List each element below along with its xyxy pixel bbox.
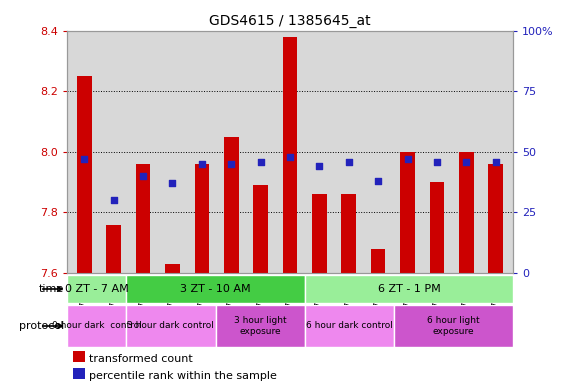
Bar xyxy=(67,305,126,347)
Text: protocol: protocol xyxy=(19,321,64,331)
Point xyxy=(256,159,265,165)
Bar xyxy=(67,275,126,303)
Bar xyxy=(253,185,268,273)
Bar xyxy=(194,164,209,273)
Point xyxy=(227,161,236,167)
Point xyxy=(462,159,471,165)
Bar xyxy=(224,137,238,273)
Point xyxy=(197,161,206,167)
Point xyxy=(315,163,324,169)
Point xyxy=(139,173,148,179)
Bar xyxy=(430,182,444,273)
Bar xyxy=(106,225,121,273)
Point xyxy=(79,156,89,162)
Text: 6 hour dark control: 6 hour dark control xyxy=(306,321,393,331)
Bar xyxy=(216,305,305,347)
Bar xyxy=(77,76,92,273)
Point xyxy=(168,180,177,186)
Text: time: time xyxy=(38,284,64,294)
Point xyxy=(344,159,353,165)
Text: 6 hour light
exposure: 6 hour light exposure xyxy=(427,316,480,336)
Text: percentile rank within the sample: percentile rank within the sample xyxy=(89,371,277,381)
Point xyxy=(432,159,441,165)
Text: 6 ZT - 1 PM: 6 ZT - 1 PM xyxy=(378,284,440,294)
Bar xyxy=(342,194,356,273)
Bar xyxy=(400,152,415,273)
Bar xyxy=(488,164,503,273)
Text: transformed count: transformed count xyxy=(89,354,193,364)
Bar xyxy=(371,249,386,273)
Bar xyxy=(165,264,180,273)
Bar xyxy=(305,305,394,347)
Bar xyxy=(312,194,327,273)
Bar xyxy=(305,275,513,303)
Text: 3 hour dark control: 3 hour dark control xyxy=(128,321,215,331)
Text: 0 ZT - 7 AM: 0 ZT - 7 AM xyxy=(64,284,128,294)
Point xyxy=(285,154,295,160)
Bar xyxy=(282,37,298,273)
Bar xyxy=(126,275,305,303)
Bar xyxy=(126,305,216,347)
Text: 0 hour dark  control: 0 hour dark control xyxy=(52,321,142,331)
Point xyxy=(491,159,501,165)
Bar xyxy=(459,152,474,273)
Point xyxy=(374,178,383,184)
Text: 3 hour light
exposure: 3 hour light exposure xyxy=(234,316,287,336)
Point xyxy=(403,156,412,162)
Text: 3 ZT - 10 AM: 3 ZT - 10 AM xyxy=(180,284,251,294)
Bar xyxy=(136,164,150,273)
Point xyxy=(109,197,118,204)
Bar xyxy=(394,305,513,347)
Title: GDS4615 / 1385645_at: GDS4615 / 1385645_at xyxy=(209,14,371,28)
